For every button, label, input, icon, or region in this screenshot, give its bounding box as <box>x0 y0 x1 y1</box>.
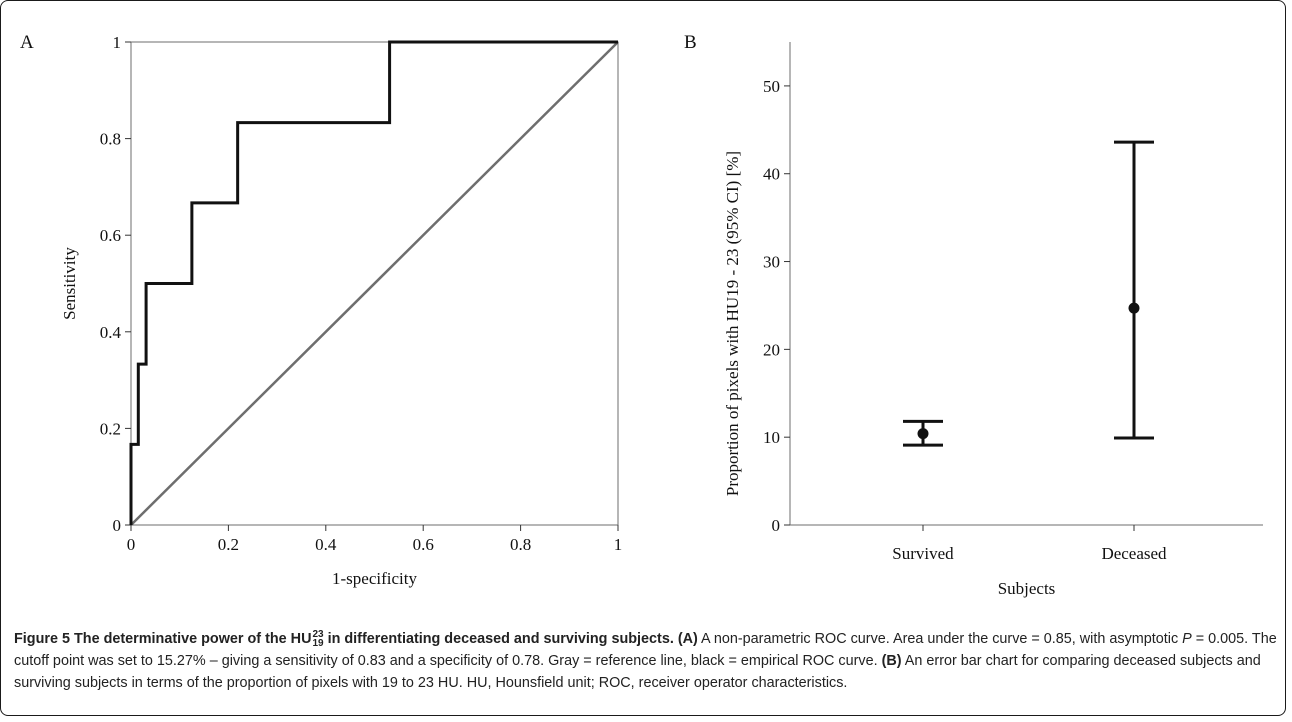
caption-part-b-label: (B) <box>881 653 902 669</box>
mean-point <box>917 428 929 440</box>
category-label: Survived <box>892 544 954 563</box>
x-tick-label: 0.2 <box>218 535 239 554</box>
caption-figure-label: Figure 5 <box>14 631 70 647</box>
roc-plot-frame <box>130 41 619 526</box>
x-axis-title: Subjects <box>998 579 1056 598</box>
errorbar-panel: B 0 10 20 30 40 50 Survived Deceased Subjects Prop… <box>684 32 1263 598</box>
x-tick-label: 0 <box>127 535 136 554</box>
y-tick-label: 40 <box>763 165 780 184</box>
y-axis-title: Sensitivity <box>60 247 79 320</box>
caption-title-sub: 19 <box>312 638 324 650</box>
caption-p-symbol: P <box>1182 631 1192 647</box>
panel-a-label: A <box>20 32 34 53</box>
y-tick-label: 0.8 <box>100 130 121 149</box>
caption-part-a-text-2: = 0.005. The cutoff point was set to 15.… <box>14 631 1277 669</box>
category-label: Deceased <box>1101 544 1167 563</box>
figure-caption: Figure 5 The determinative power of the … <box>14 628 1280 694</box>
caption-part-b-text: An error bar chart for comparing decease… <box>14 653 1261 691</box>
x-tick-label: 1 <box>614 535 623 554</box>
x-tick-label: 0.4 <box>315 535 337 554</box>
y-tick-label: 30 <box>763 253 780 272</box>
caption-part-a-text-1: A non-parametric ROC curve. Area under t… <box>697 631 1183 647</box>
x-axis-title: 1-specificity <box>332 569 417 588</box>
y-tick-label: 0 <box>772 516 781 535</box>
empirical-roc-curve <box>129 40 618 525</box>
y-tick-label: 20 <box>763 340 780 359</box>
caption-hu-scripts: 23 19 <box>312 629 324 650</box>
y-tick-label: 1 <box>113 33 122 52</box>
y-tick-label: 50 <box>763 77 780 96</box>
y-tick-label: 0.6 <box>100 226 121 245</box>
roc-panel: A 0 0.2 0.4 0.6 0.8 1 0 0.2 0.4 0.6 0.8 1 1-specifici… <box>20 32 622 588</box>
caption-title-pre: The determinative power of the HU <box>73 631 312 647</box>
x-tick-label: 0.6 <box>413 535 434 554</box>
panel-b-label: B <box>684 32 697 53</box>
reference-line <box>130 41 619 526</box>
y-tick-label: 0.4 <box>100 323 122 342</box>
x-tick-label: 0.8 <box>510 535 531 554</box>
caption-title-post: in differentiating deceased and survivin… <box>323 631 674 647</box>
y-tick-label: 0 <box>113 516 122 535</box>
caption-part-a-label: (A) <box>677 631 698 647</box>
figure-canvas: A0 0.2 0.4 0.6 0.8 100.20.40.60.811-specifici… <box>20 32 1263 598</box>
caption-title-sup: 23 <box>312 629 324 641</box>
y-tick-label: 0.2 <box>100 419 121 438</box>
y-axis-title: Proportion of pixels with HU19 - 23 (95%… <box>723 151 742 496</box>
y-tick-label: 10 <box>763 428 780 447</box>
caption-title: The determinative power of the HU 23 19 in… <box>73 629 674 650</box>
mean-point <box>1128 302 1140 314</box>
